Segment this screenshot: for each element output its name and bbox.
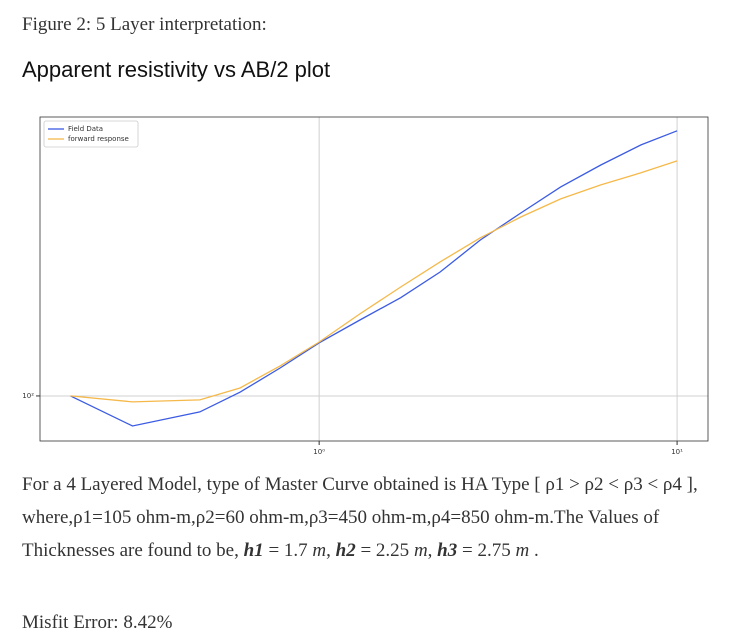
y-tick-label: 10² [22,392,34,400]
text: = 2.25 [355,540,414,561]
text: = 1.7 [263,540,313,561]
plot-frame [39,116,709,442]
legend-box [43,120,139,148]
heading: Apparent resistivity vs AB/2 plot [22,57,331,82]
misfit-error: Misfit Error: 8.42% [22,612,173,633]
symbol: h2 [335,540,356,561]
symbol: h3 [437,540,458,561]
legend-label: forward response [68,135,129,143]
unit: m [413,540,428,561]
text: , [427,540,438,561]
figure-caption: Figure 2: 5 Layer interpretation: [22,14,267,35]
chart: 10⁰ 10¹ 10² Field Data forward response [22,116,709,456]
x-tick-label: 10¹ [671,448,683,456]
unit: m [312,540,327,561]
data-line [70,130,678,427]
legend-label: Field Data [68,125,103,133]
symbol: h1 [243,540,264,561]
text: , [326,540,336,561]
text: . [529,540,539,561]
unit: m [515,540,530,561]
text: = 2.75 [457,540,516,561]
paragraph: For a 4 Layered Model, type of Master Cu… [22,468,722,567]
x-tick-label: 10⁰ [313,448,325,456]
data-line [70,160,678,403]
text: For a 4 Layered Model, type of Master Cu… [22,474,698,561]
